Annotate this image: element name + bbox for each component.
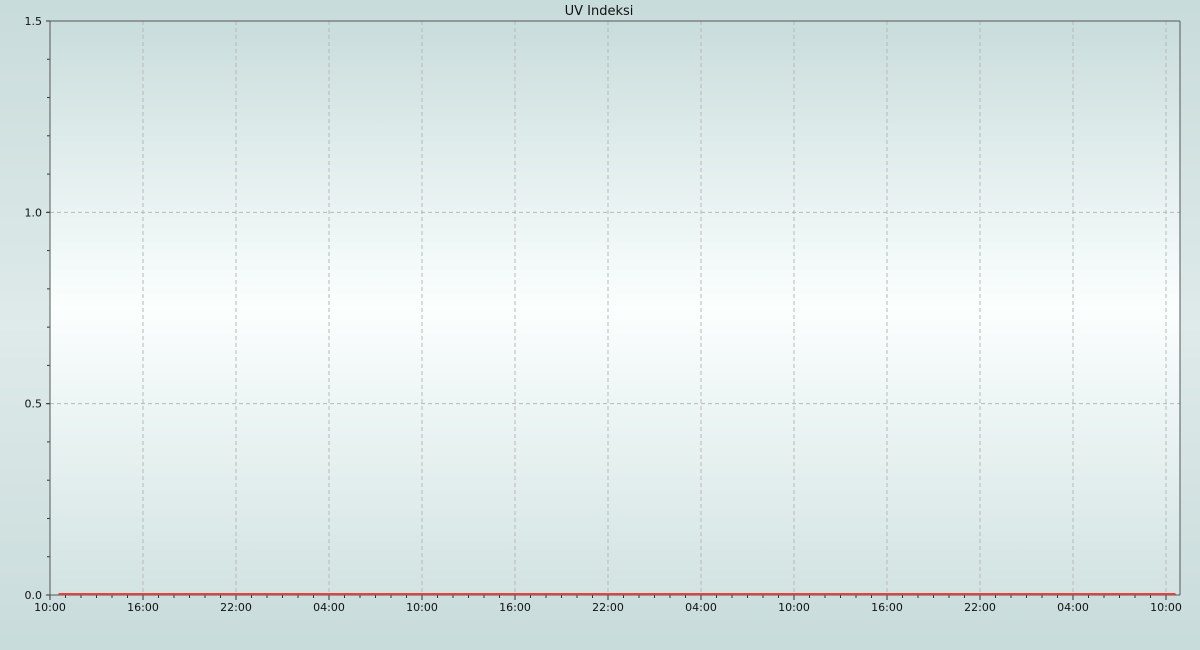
chart-title: UV Indeksi — [565, 4, 634, 19]
data-point — [1174, 593, 1176, 595]
data-point — [1072, 593, 1074, 595]
data-point — [421, 593, 423, 595]
data-point — [700, 593, 702, 595]
plot-area — [50, 21, 1180, 595]
y-tick-label: 1.0 — [25, 206, 43, 219]
y-tick-label: 0.0 — [25, 589, 43, 602]
data-point — [58, 593, 60, 595]
data-point — [607, 593, 609, 595]
x-tick-label: 10:00 — [34, 601, 66, 614]
x-tick-label: 10:00 — [778, 601, 810, 614]
data-point — [235, 593, 237, 595]
x-tick-label: 16:00 — [499, 601, 531, 614]
x-tick-label: 16:00 — [871, 601, 903, 614]
x-tick-label: 10:00 — [1150, 601, 1182, 614]
data-point — [886, 593, 888, 595]
data-point — [1165, 593, 1167, 595]
x-tick-label: 16:00 — [127, 601, 159, 614]
data-point — [793, 593, 795, 595]
x-tick-label: 22:00 — [220, 601, 252, 614]
x-tick-label: 10:00 — [406, 601, 438, 614]
x-tick-label: 04:00 — [685, 601, 717, 614]
x-tick-label: 04:00 — [313, 601, 345, 614]
y-tick-label: 1.5 — [25, 15, 43, 28]
x-tick-label: 22:00 — [592, 601, 624, 614]
x-tick-label: 22:00 — [964, 601, 996, 614]
x-tick-label: 04:00 — [1057, 601, 1089, 614]
data-point — [328, 593, 330, 595]
data-point — [979, 593, 981, 595]
data-point — [514, 593, 516, 595]
y-tick-label: 0.5 — [25, 398, 43, 411]
data-point — [142, 593, 144, 595]
